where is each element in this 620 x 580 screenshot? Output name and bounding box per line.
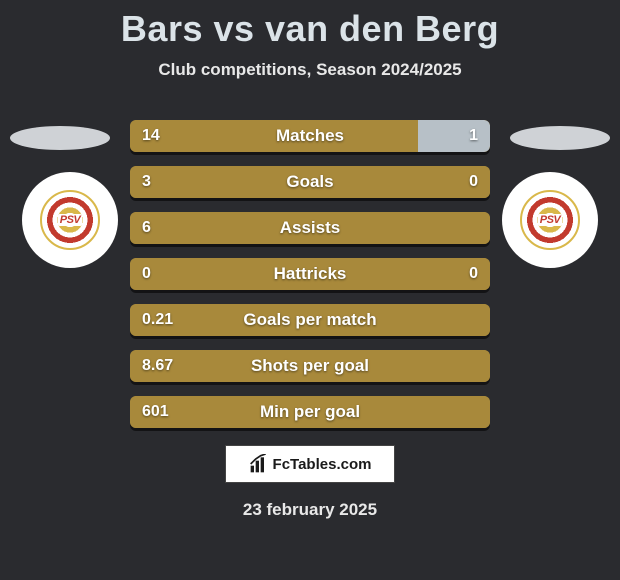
stat-label: Goals <box>130 166 490 198</box>
datestamp: 23 february 2025 <box>0 500 620 520</box>
club-badge-right: PSV <box>502 172 598 268</box>
watermark-text: FcTables.com <box>273 456 372 473</box>
stat-row: 14 Matches 1 <box>130 120 490 152</box>
stat-value-right <box>466 304 490 336</box>
stat-row: 3 Goals 0 <box>130 166 490 198</box>
stat-label: Matches <box>130 120 490 152</box>
stats-container: 14 Matches 1 3 Goals 0 6 Assists 0 Hattr… <box>110 120 510 442</box>
chart-bar-icon <box>249 454 269 474</box>
player-left-shadow <box>10 126 110 150</box>
badge-text-right: PSV <box>538 214 563 226</box>
player-right-shadow <box>510 126 610 150</box>
page-title: Bars vs van den Berg <box>0 0 620 50</box>
stat-label: Goals per match <box>130 304 490 336</box>
stat-value-right <box>466 212 490 244</box>
stat-value-right <box>466 350 490 382</box>
stat-value-right: 0 <box>457 258 490 290</box>
stat-row: 6 Assists <box>130 212 490 244</box>
stat-value-right: 1 <box>457 120 490 152</box>
stat-label: Hattricks <box>130 258 490 290</box>
stat-label: Shots per goal <box>130 350 490 382</box>
stat-row: 0.21 Goals per match <box>130 304 490 336</box>
club-badge-left: PSV <box>22 172 118 268</box>
psv-logo-icon: PSV <box>40 190 100 250</box>
badge-text-left: PSV <box>58 214 83 226</box>
stat-row: 8.67 Shots per goal <box>130 350 490 382</box>
stat-value-right <box>466 396 490 428</box>
stat-label: Assists <box>130 212 490 244</box>
stat-label: Min per goal <box>130 396 490 428</box>
watermark: FcTables.com <box>225 445 395 483</box>
page-subtitle: Club competitions, Season 2024/2025 <box>0 60 620 80</box>
stat-row: 601 Min per goal <box>130 396 490 428</box>
stat-value-right: 0 <box>457 166 490 198</box>
stat-row: 0 Hattricks 0 <box>130 258 490 290</box>
psv-logo-icon: PSV <box>520 190 580 250</box>
